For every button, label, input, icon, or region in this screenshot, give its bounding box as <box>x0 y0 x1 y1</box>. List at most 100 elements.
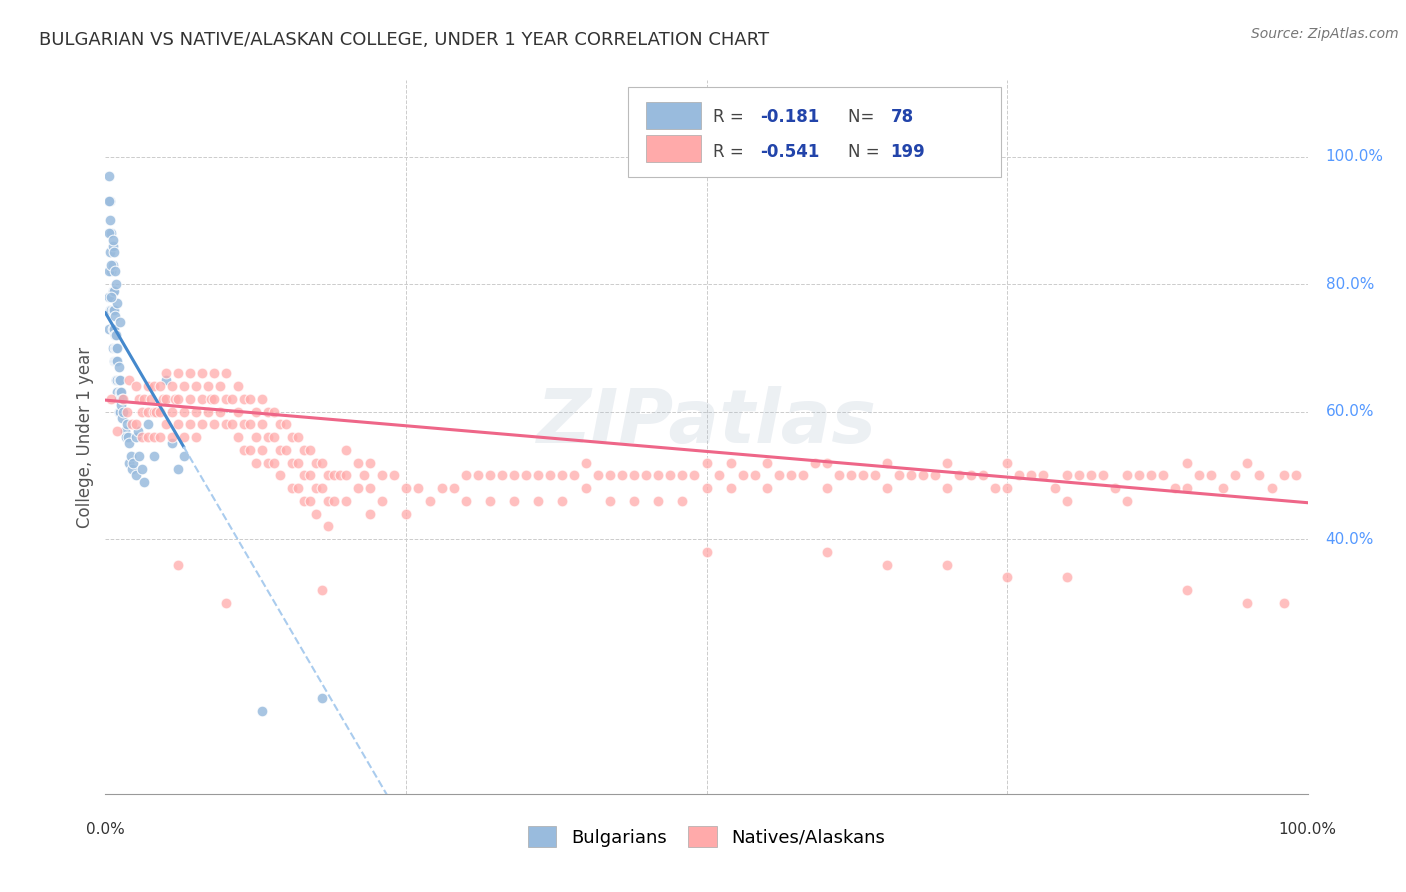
Point <box>287 481 309 495</box>
Point <box>281 481 304 495</box>
Point <box>263 404 285 418</box>
Point <box>104 341 127 355</box>
Point <box>551 493 574 508</box>
Point <box>924 468 946 483</box>
Point <box>160 430 183 444</box>
Point <box>105 353 128 368</box>
Point <box>214 596 236 610</box>
Point <box>1152 468 1174 483</box>
Point <box>118 373 141 387</box>
Point <box>155 417 177 432</box>
Point <box>232 392 254 406</box>
Point <box>101 322 124 336</box>
FancyBboxPatch shape <box>647 136 700 162</box>
Point <box>479 468 502 483</box>
Point <box>111 411 134 425</box>
Point <box>1069 468 1091 483</box>
Point <box>104 309 127 323</box>
Point <box>208 404 231 418</box>
Point <box>322 468 344 483</box>
Point <box>353 468 375 483</box>
Point <box>120 449 142 463</box>
Point <box>136 430 159 444</box>
Point <box>136 417 159 432</box>
Point <box>696 545 718 559</box>
Point <box>160 404 183 418</box>
Point <box>269 468 291 483</box>
Point <box>173 404 195 418</box>
Point <box>139 392 162 406</box>
FancyBboxPatch shape <box>647 102 700 128</box>
Point <box>995 481 1018 495</box>
Point <box>876 456 898 470</box>
Point <box>1116 493 1139 508</box>
Point <box>359 481 381 495</box>
Point <box>221 417 243 432</box>
Point <box>226 430 249 444</box>
Point <box>287 430 309 444</box>
Point <box>105 341 128 355</box>
Point <box>107 424 129 438</box>
Point <box>115 430 138 444</box>
Point <box>173 430 195 444</box>
Point <box>671 468 693 483</box>
Point <box>1019 468 1042 483</box>
Point <box>101 239 124 253</box>
Point <box>98 290 121 304</box>
Text: R =: R = <box>713 109 748 127</box>
Text: N=: N= <box>848 109 880 127</box>
Point <box>118 456 141 470</box>
Point <box>1175 456 1198 470</box>
Point <box>165 392 187 406</box>
Point <box>538 468 561 483</box>
Point <box>136 379 159 393</box>
Point <box>127 424 149 438</box>
Point <box>124 430 146 444</box>
Point <box>110 398 132 412</box>
Point <box>166 367 188 381</box>
Point <box>132 392 155 406</box>
Point <box>395 481 418 495</box>
Point <box>316 468 339 483</box>
Point <box>335 468 357 483</box>
Point <box>479 493 502 508</box>
Point <box>256 430 278 444</box>
Point <box>190 392 212 406</box>
Point <box>148 379 170 393</box>
Point <box>131 462 153 476</box>
Point <box>335 442 357 457</box>
Point <box>305 481 328 495</box>
Point <box>263 430 285 444</box>
Point <box>1140 468 1163 483</box>
Point <box>107 359 129 374</box>
Point <box>287 456 309 470</box>
Point <box>202 392 225 406</box>
Text: BULGARIAN VS NATIVE/ALASKAN COLLEGE, UNDER 1 YEAR CORRELATION CHART: BULGARIAN VS NATIVE/ALASKAN COLLEGE, UND… <box>39 31 769 49</box>
Point <box>1116 468 1139 483</box>
Point <box>101 284 124 298</box>
Point <box>100 226 122 240</box>
Point <box>876 481 898 495</box>
Point <box>430 481 453 495</box>
Point <box>250 704 273 718</box>
Point <box>121 462 143 476</box>
Point <box>166 392 188 406</box>
Point <box>382 468 405 483</box>
Point <box>1236 596 1258 610</box>
Point <box>863 468 886 483</box>
Point <box>347 481 370 495</box>
Point <box>419 493 441 508</box>
Point <box>98 290 121 304</box>
Point <box>115 417 138 432</box>
Point <box>112 404 135 418</box>
Point <box>173 449 195 463</box>
Point <box>1164 481 1187 495</box>
Point <box>250 442 273 457</box>
Point <box>443 481 465 495</box>
Point <box>647 468 669 483</box>
Text: 40.0%: 40.0% <box>1326 532 1374 547</box>
Point <box>359 507 381 521</box>
Point <box>155 392 177 406</box>
Point <box>588 468 610 483</box>
Point <box>467 468 489 483</box>
